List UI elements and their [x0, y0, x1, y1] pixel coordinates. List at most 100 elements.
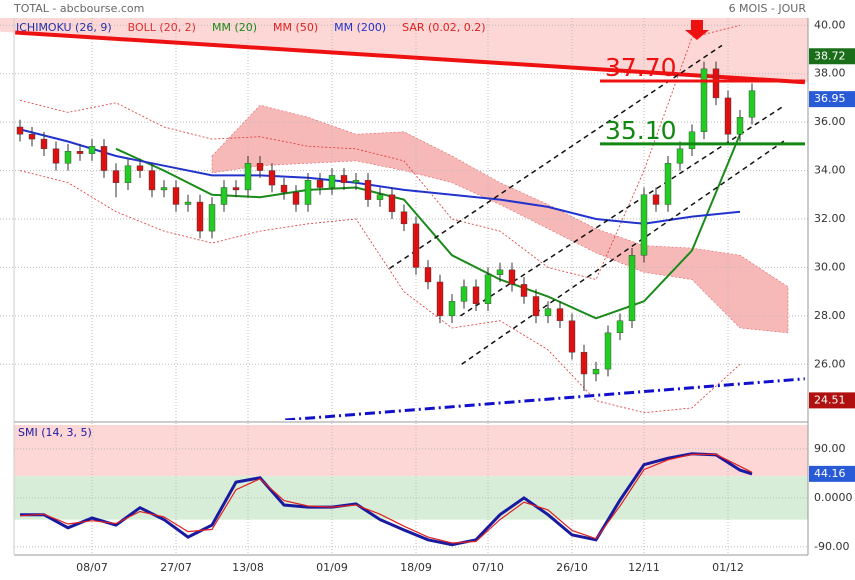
candle-body: [316, 180, 324, 188]
chart-subtitle: 6 MOIS - JOUR: [729, 2, 807, 15]
candle-body: [460, 286, 468, 302]
candle-body: [400, 211, 408, 225]
candle-body: [652, 194, 660, 205]
y-tick-label: 28.00: [814, 309, 846, 322]
price-tag: [809, 48, 855, 65]
x-tick-label: 12/11: [628, 561, 660, 574]
x-tick-label: 01/09: [316, 561, 348, 574]
candle-body: [16, 126, 24, 135]
candle-body: [184, 201, 192, 205]
candle-body: [28, 134, 36, 140]
candle-body: [556, 308, 564, 321]
level-label: 35.10: [605, 116, 677, 145]
candle-body: [568, 320, 576, 353]
candle-body: [364, 180, 372, 200]
y-tick-label: 36.00: [814, 115, 846, 128]
level-label: 37.70: [605, 53, 677, 82]
chart-title: TOTAL - abcbourse.com: [13, 2, 144, 15]
candle-body: [388, 194, 396, 212]
candle-body: [124, 165, 132, 183]
candle-body: [748, 90, 756, 118]
candle-body: [712, 68, 720, 99]
legend-item: MM (50): [273, 21, 318, 34]
candle-body: [544, 308, 552, 317]
candle-body: [676, 148, 684, 164]
candle-body: [88, 146, 96, 154]
candle-body: [496, 269, 504, 275]
candle-body: [292, 192, 300, 205]
bollinger-band: [19, 24, 741, 280]
y-tick-label: -90.00: [814, 540, 849, 553]
x-tick-label: 26/10: [556, 561, 588, 574]
price-tag-label: 38.72: [814, 49, 846, 62]
y-tick-label: 26.00: [814, 357, 846, 370]
legend-item: MM (200): [334, 21, 386, 34]
candle-body: [232, 187, 240, 191]
y-tick-label: 38.00: [814, 67, 846, 80]
candle-body: [508, 269, 516, 285]
legend-item: BOLL (20, 2): [128, 21, 196, 34]
signal-arrow: [685, 20, 709, 40]
y-tick-label: 0.0000: [814, 491, 853, 504]
x-tick-label: 01/12: [712, 561, 744, 574]
candle-body: [148, 170, 156, 191]
candle-body: [340, 175, 348, 183]
candle-body: [376, 194, 384, 200]
resistance-zone: [0, 18, 808, 83]
smi-line: [19, 453, 753, 544]
candle-body: [160, 187, 168, 191]
candle-body: [736, 117, 744, 135]
candle-body: [256, 163, 264, 171]
candle-body: [520, 284, 528, 297]
trendline: [285, 377, 805, 420]
candle-body: [700, 68, 708, 133]
candle-body: [604, 332, 612, 370]
trendline: [15, 30, 805, 85]
candle-body: [640, 194, 648, 256]
candle-body: [304, 180, 312, 205]
candle-body: [40, 138, 48, 149]
candle-body: [208, 204, 216, 232]
price-tag-label: 24.51: [814, 393, 846, 406]
candle-body: [280, 184, 288, 193]
price-tag-label: 36.95: [814, 92, 846, 105]
candle-body: [328, 175, 336, 188]
smi-zone: [14, 425, 808, 477]
candle-body: [136, 165, 144, 171]
candle-body: [220, 187, 228, 205]
candle-body: [616, 320, 624, 334]
legend-item: ICHIMOKU (26, 9): [16, 21, 112, 34]
candle-body: [580, 351, 588, 375]
ichimoku-cloud: [211, 104, 789, 334]
candle-body: [424, 267, 432, 283]
price-tag: [809, 91, 855, 108]
candle-body: [412, 223, 420, 268]
price-tag: [809, 392, 855, 409]
x-tick-label: 27/07: [160, 561, 192, 574]
bollinger-band: [19, 170, 741, 414]
candle-body: [628, 255, 636, 321]
candle-body: [688, 131, 696, 149]
smi-title: SMI (14, 3, 5): [18, 426, 92, 439]
candle-body: [436, 281, 444, 317]
moving-average: [115, 133, 741, 320]
x-tick-label: 07/10: [472, 561, 504, 574]
x-tick-label: 18/09: [400, 561, 432, 574]
legend-item: MM (20): [212, 21, 257, 34]
candle-body: [244, 163, 252, 191]
trendline: [461, 139, 786, 365]
candle-body: [592, 368, 600, 375]
price-tag: [809, 465, 855, 482]
y-tick-label: 34.00: [814, 164, 846, 177]
candle-body: [448, 301, 456, 317]
candle-body: [112, 170, 120, 183]
candle-body: [52, 148, 60, 164]
x-tick-label: 08/07: [76, 561, 108, 574]
smi-line: [20, 452, 753, 547]
candle-body: [352, 180, 360, 183]
x-tick-label: 13/08: [232, 561, 264, 574]
price-tag-label: 44.16: [814, 467, 846, 480]
candle-body: [268, 170, 276, 186]
candle-body: [724, 97, 732, 135]
candle-body: [532, 296, 540, 317]
